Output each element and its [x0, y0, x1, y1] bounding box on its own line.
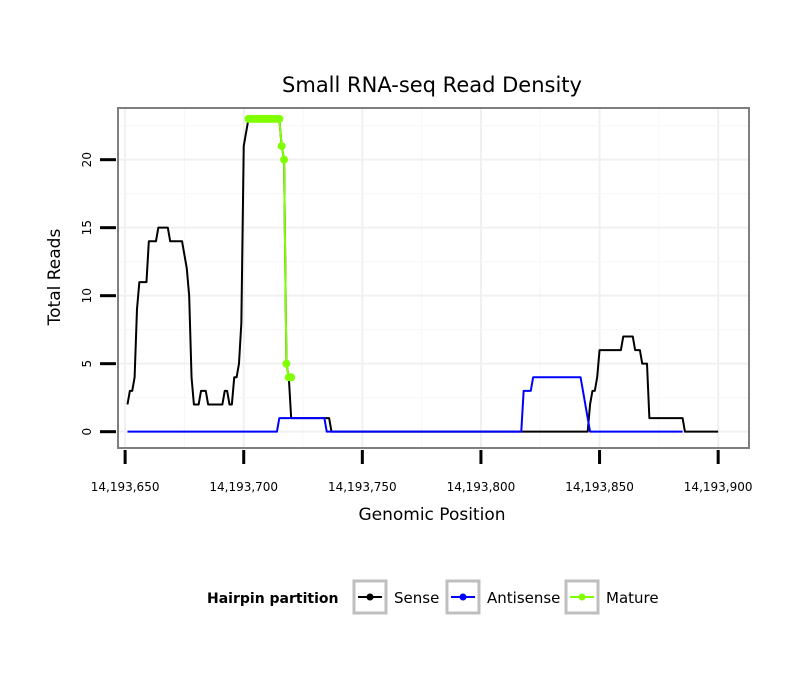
- y-tick-label: 5: [80, 360, 94, 368]
- y-axis-title: Total Reads: [45, 229, 65, 327]
- series-mature-point: [275, 114, 284, 123]
- legend-item-mature: Mature: [564, 579, 659, 615]
- series-mature-point: [287, 373, 296, 382]
- legend-key-point: [459, 593, 467, 601]
- plot-border: [117, 107, 750, 449]
- legend: Hairpin partition Sense Antisense Mature: [207, 579, 659, 615]
- y-tick-label: 10: [80, 288, 94, 303]
- legend-item-antisense: Antisense: [445, 579, 560, 615]
- legend-label: Mature: [606, 589, 659, 607]
- series-mature-point: [280, 155, 289, 164]
- legend-key-point: [578, 593, 586, 601]
- plot-area: 14,193,650 14,193,700 14,193,750 14,193,800…: [80, 107, 753, 494]
- x-tick-label: 14,193,800: [447, 480, 516, 494]
- x-tick-label: 14,193,700: [209, 480, 278, 494]
- x-tick-label: 14,193,650: [91, 480, 160, 494]
- legend-item-sense: Sense: [352, 579, 439, 615]
- series-antisense-line: [127, 376, 683, 433]
- legend-title: Hairpin partition: [207, 591, 338, 607]
- x-tick-label: 14,193,900: [684, 480, 753, 494]
- x-axis-title: Genomic Position: [358, 505, 505, 525]
- y-tick-label: 15: [80, 220, 94, 235]
- chart-title: Small RNA-seq Read Density: [282, 73, 582, 97]
- y-tick-label: 0: [80, 428, 94, 436]
- series-mature-point: [282, 359, 291, 368]
- series-mature-point: [277, 142, 286, 151]
- legend-key-point: [366, 593, 374, 601]
- x-tick-label: 14,193,850: [565, 480, 634, 494]
- x-tick-label: 14,193,750: [328, 480, 397, 494]
- legend-label: Antisense: [487, 589, 560, 607]
- plot-background: [118, 108, 749, 448]
- y-tick-label: 20: [80, 152, 94, 167]
- legend-label: Sense: [394, 589, 439, 607]
